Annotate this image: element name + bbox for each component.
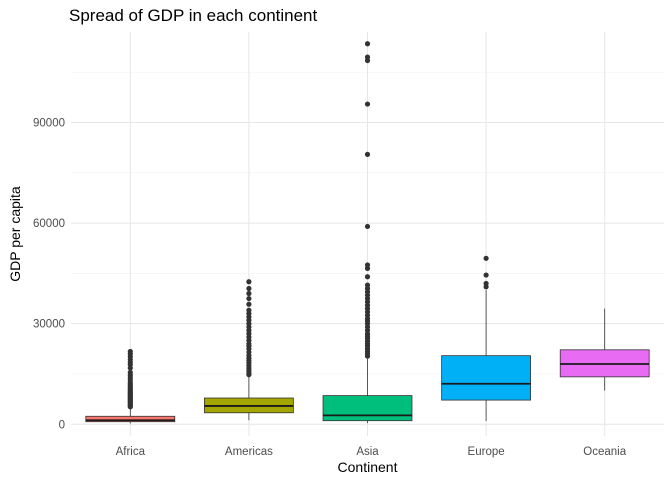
box-group-asia	[322, 41, 413, 424]
box-body	[85, 415, 176, 423]
outlier-point	[364, 282, 371, 288]
x-axis-title: Continent	[338, 459, 398, 475]
box-group-africa	[85, 348, 176, 424]
outlier-point	[127, 348, 133, 355]
box-layer	[85, 41, 650, 424]
outlier-point	[364, 151, 371, 157]
outlier-point	[483, 255, 489, 261]
outlier-point	[364, 274, 371, 280]
chart-title: Spread of GDP in each continent	[69, 6, 318, 25]
outlier-point	[364, 262, 371, 268]
x-tick-label: Asia	[356, 446, 379, 458]
outlier-point	[246, 290, 252, 297]
y-tick-label: 30000	[33, 319, 65, 331]
outlier-point	[364, 41, 371, 47]
y-axis-title: GDP per capita	[7, 186, 23, 282]
box-body	[322, 395, 413, 422]
outlier-point	[364, 54, 371, 60]
outlier-point	[246, 295, 252, 302]
x-tick-label: Oceania	[583, 446, 626, 458]
y-tick-label: 0	[59, 419, 65, 431]
label-layer: Continent GDP per capita 0 30000 60000 9000…	[7, 118, 627, 475]
x-tick-label: Europe	[468, 446, 505, 458]
box-group-oceania	[559, 308, 650, 391]
outlier-point	[364, 223, 371, 230]
box-group-americas	[204, 279, 294, 421]
outlier-point	[246, 279, 252, 285]
outlier-point	[246, 301, 252, 307]
y-tick-label: 90000	[33, 118, 65, 130]
box-body	[441, 355, 531, 401]
x-tick-label: Americas	[225, 446, 273, 458]
outlier-point	[483, 280, 489, 287]
outlier-point	[246, 285, 252, 292]
outlier-point	[364, 101, 371, 107]
y-tick-label: 60000	[33, 218, 65, 230]
x-tick-label: Africa	[116, 446, 146, 458]
box-group-europe	[441, 255, 531, 422]
outlier-point	[483, 272, 489, 278]
outlier-point	[246, 307, 252, 313]
outlier-point	[127, 369, 133, 375]
